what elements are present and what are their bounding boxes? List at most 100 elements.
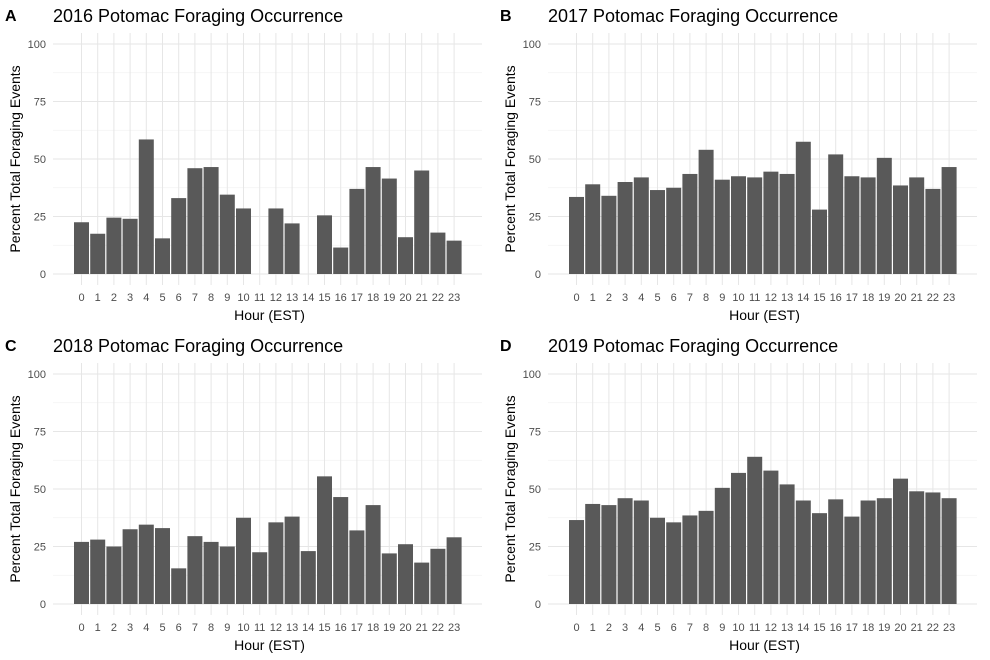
x-tick-label: 19 — [878, 622, 890, 634]
bar-hour-7 — [682, 173, 698, 274]
bar-hour-3 — [122, 529, 138, 604]
bar-hour-2 — [601, 195, 617, 274]
bar-hour-21 — [414, 170, 430, 274]
x-tick-label: 17 — [846, 622, 858, 634]
x-tick-label: 0 — [78, 622, 84, 634]
x-tick-label: 16 — [335, 292, 347, 304]
x-tick-label: 19 — [383, 622, 395, 634]
x-tick-label: 3 — [127, 292, 133, 304]
bar-hour-15 — [812, 209, 827, 274]
bar-hour-6 — [666, 187, 682, 274]
x-tick-label: 7 — [192, 292, 198, 304]
bar-hour-8 — [698, 510, 714, 604]
bar-hour-13 — [284, 516, 300, 604]
bar-hour-17 — [349, 530, 365, 604]
x-tick-label: 0 — [573, 622, 579, 634]
bar-hour-21 — [909, 491, 925, 604]
bar-hour-3 — [617, 182, 633, 274]
x-tick-label: 20 — [399, 292, 411, 304]
bar-hour-20 — [893, 185, 908, 274]
x-tick-label: 5 — [654, 622, 660, 634]
x-tick-label: 16 — [335, 622, 347, 634]
bar-hour-18 — [860, 500, 876, 604]
x-tick-label: 6 — [176, 292, 182, 304]
bar-hour-19 — [876, 498, 892, 604]
bar-hour-11 — [252, 552, 268, 604]
bar-hour-0 — [74, 541, 89, 604]
x-tick-label: 0 — [573, 292, 579, 304]
y-tick-label: 75 — [34, 427, 46, 439]
x-tick-label: 8 — [208, 622, 214, 634]
bar-hour-23 — [446, 240, 462, 274]
y-tick-label: 50 — [529, 484, 541, 496]
bar-hour-16 — [333, 247, 349, 274]
x-tick-label: 18 — [367, 292, 379, 304]
x-tick-label: 13 — [286, 292, 298, 304]
x-tick-label: 14 — [797, 292, 809, 304]
x-tick-label: 13 — [781, 292, 793, 304]
x-tick-label: 19 — [878, 292, 890, 304]
bar-hour-20 — [398, 237, 413, 274]
bar-hour-5 — [155, 528, 170, 604]
bar-hour-10 — [731, 472, 746, 604]
x-tick-label: 13 — [781, 622, 793, 634]
x-tick-label: 10 — [732, 292, 744, 304]
bar-hour-4 — [138, 524, 154, 604]
bar-hour-19 — [381, 553, 397, 604]
bar-hour-12 — [763, 470, 779, 604]
x-tick-label: 8 — [208, 292, 214, 304]
x-axis-title: Hour (EST) — [729, 637, 800, 653]
bar-hour-3 — [122, 218, 138, 274]
x-tick-label: 3 — [127, 622, 133, 634]
bar-hour-10 — [731, 176, 746, 274]
y-tick-label: 0 — [535, 599, 541, 611]
bar-hour-23 — [941, 167, 957, 274]
x-tick-label: 3 — [622, 622, 628, 634]
bar-hour-2 — [106, 217, 122, 274]
x-tick-label: 22 — [432, 622, 444, 634]
bar-hour-10 — [236, 517, 251, 604]
x-tick-label: 9 — [719, 622, 725, 634]
x-tick-label: 6 — [671, 292, 677, 304]
bar-hour-0 — [569, 520, 584, 604]
x-tick-label: 22 — [927, 292, 939, 304]
chart-title: 2018 Potomac Foraging Occurrence — [53, 336, 343, 356]
bar-hour-6 — [171, 198, 187, 274]
bar-hour-13 — [779, 173, 795, 274]
bar-hour-15 — [812, 513, 827, 604]
bar-hour-1 — [90, 539, 106, 604]
x-tick-label: 15 — [813, 622, 825, 634]
panel-tag: B — [500, 8, 512, 25]
y-axis-title: Percent Total Foraging Events — [7, 395, 23, 582]
y-tick-label: 50 — [34, 154, 46, 166]
bar-hour-1 — [585, 184, 601, 274]
y-axis-title: Percent Total Foraging Events — [502, 395, 518, 582]
x-tick-label: 8 — [703, 622, 709, 634]
y-tick-label: 75 — [34, 97, 46, 109]
x-tick-label: 16 — [830, 292, 842, 304]
x-tick-label: 18 — [862, 292, 874, 304]
bar-hour-8 — [203, 167, 219, 274]
x-tick-label: 12 — [765, 292, 777, 304]
bar-hour-4 — [633, 500, 649, 604]
bar-hour-6 — [666, 522, 682, 604]
x-tick-label: 17 — [351, 622, 363, 634]
y-tick-label: 100 — [523, 39, 541, 51]
y-tick-label: 100 — [28, 39, 46, 51]
bar-hour-9 — [714, 179, 730, 274]
x-tick-label: 10 — [237, 622, 249, 634]
y-axis-title: Percent Total Foraging Events — [7, 65, 23, 252]
x-tick-label: 17 — [846, 292, 858, 304]
x-tick-label: 2 — [606, 622, 612, 634]
bar-hour-18 — [365, 167, 381, 274]
x-tick-label: 7 — [687, 622, 693, 634]
x-tick-label: 1 — [95, 292, 101, 304]
bar-hour-23 — [941, 498, 957, 604]
x-tick-label: 21 — [416, 292, 428, 304]
bar-hour-14 — [795, 141, 811, 274]
bar-hour-15 — [317, 476, 332, 604]
x-tick-label: 20 — [894, 622, 906, 634]
bar-hour-0 — [74, 222, 89, 274]
